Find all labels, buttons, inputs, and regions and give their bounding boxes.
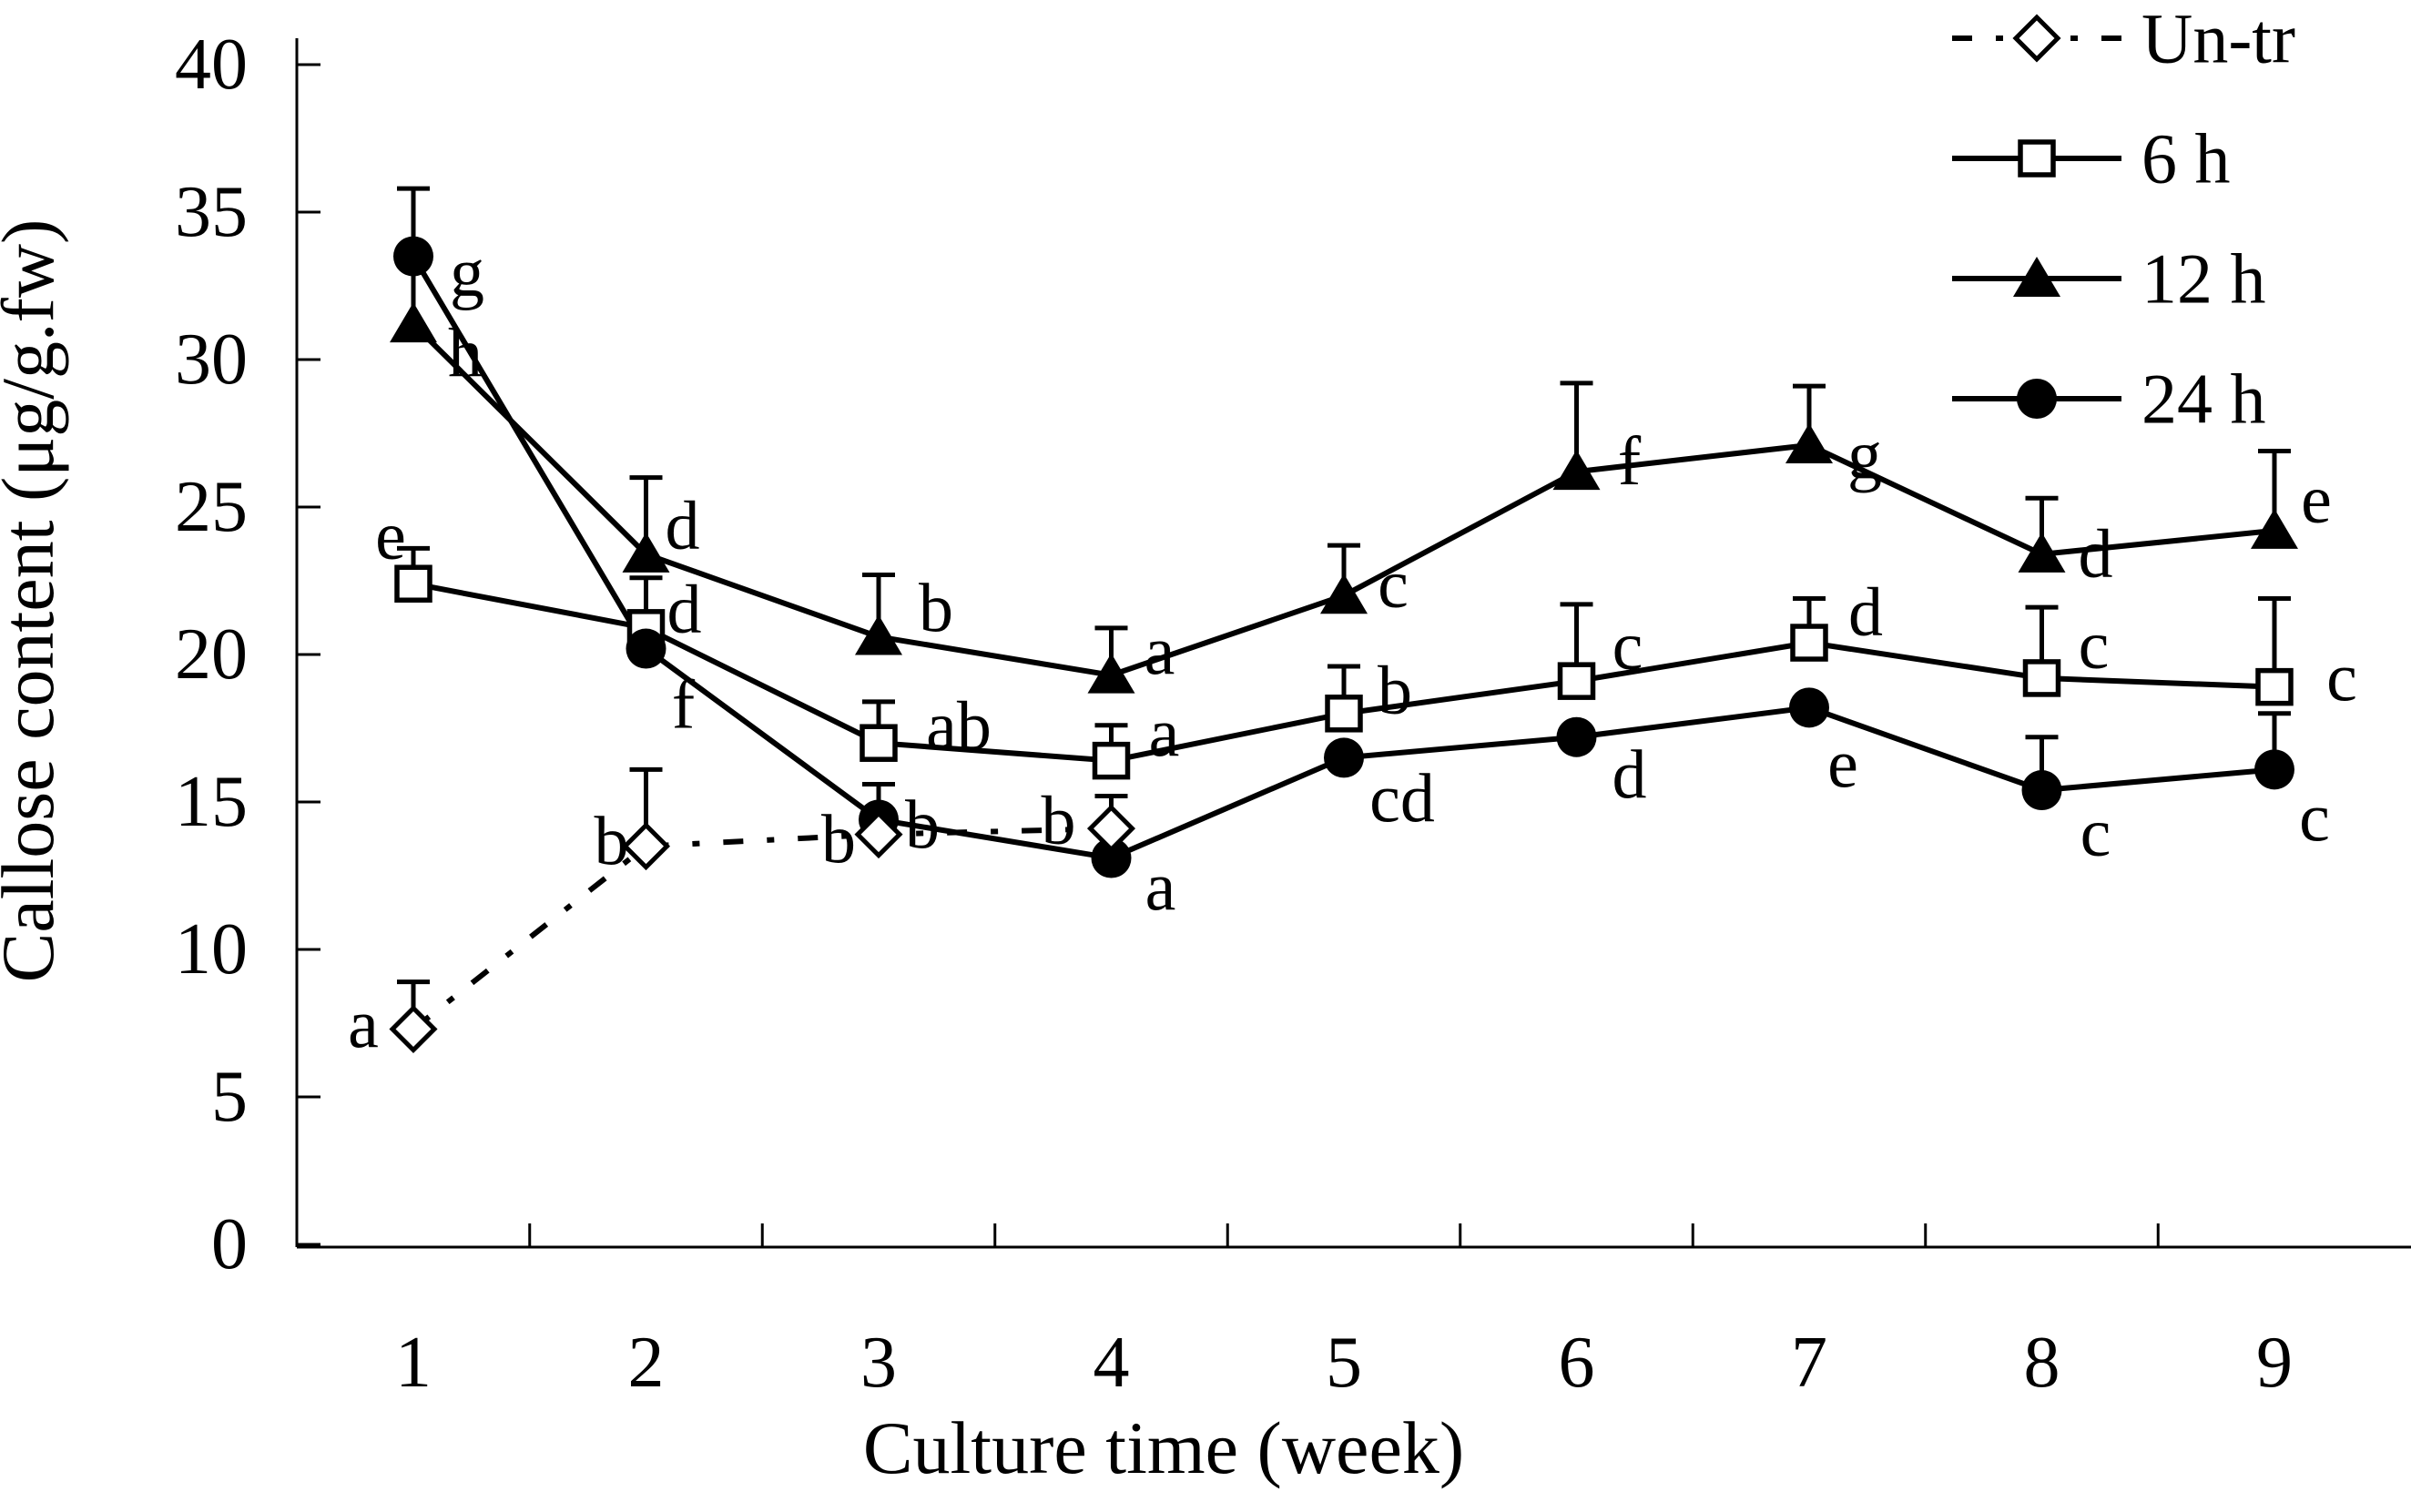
sig-label-6 h-week9: c bbox=[2326, 640, 2357, 716]
marker-6 h-week9 bbox=[2255, 667, 2294, 706]
y-tick-label: 15 bbox=[175, 762, 248, 842]
marker-6 h-week7 bbox=[1790, 624, 1828, 662]
legend-label-12 h: 12 h bbox=[2141, 239, 2266, 319]
sig-label-Un-tr-week4: b bbox=[1042, 783, 1076, 859]
marker-12 h-week5 bbox=[1320, 573, 1368, 614]
marker-12 h-week8 bbox=[2018, 532, 2066, 573]
sig-label-12 h-week6: f bbox=[1618, 423, 1642, 500]
sig-label-6 h-week6: c bbox=[1612, 608, 1643, 685]
marker-Un-tr-week3 bbox=[854, 810, 903, 859]
sig-label-6 h-week2: d bbox=[667, 572, 702, 648]
sig-label-6 h-week7: d bbox=[1848, 574, 1883, 651]
y-tick-label: 25 bbox=[175, 467, 248, 547]
x-tick-label: 2 bbox=[628, 1323, 665, 1403]
x-tick-label: 4 bbox=[1094, 1323, 1130, 1403]
sig-label-Un-tr-week3: b bbox=[905, 787, 940, 864]
y-tick-label: 0 bbox=[211, 1204, 248, 1284]
marker-6 h-week8 bbox=[2022, 659, 2061, 697]
sig-label-24 h-week1: g bbox=[450, 235, 484, 311]
x-tick-label: 5 bbox=[1326, 1323, 1362, 1403]
marker-24 h-week5 bbox=[1324, 737, 1364, 778]
marker-6 h-week1 bbox=[394, 564, 432, 603]
marker-24 h-week8 bbox=[2021, 770, 2062, 811]
sig-label-12 h-week4: a bbox=[1144, 614, 1175, 690]
x-axis-title: Culture time (week) bbox=[863, 1406, 1464, 1489]
sig-label-12 h-week7: g bbox=[1847, 417, 1882, 493]
x-tick-label: 3 bbox=[860, 1323, 897, 1403]
legend-marker-Un-tr bbox=[2012, 14, 2061, 63]
legend-marker-12 h bbox=[2013, 257, 2060, 297]
y-tick-label: 10 bbox=[175, 909, 248, 989]
sig-label-24 h-week9: c bbox=[2299, 779, 2330, 856]
sig-label-12 h-week2: d bbox=[666, 488, 700, 564]
legend-label-Un-tr: Un-tr bbox=[2141, 0, 2295, 78]
marker-24 h-week6 bbox=[1556, 716, 1597, 757]
legend-marker-24 h bbox=[2017, 379, 2057, 419]
sig-label-24 h-week7: e bbox=[1827, 726, 1858, 802]
sig-label-6 h-week4: a bbox=[1149, 695, 1180, 772]
sig-label-24 h-week5: cd bbox=[1369, 760, 1435, 837]
sig-label-6 h-week5: b bbox=[1378, 653, 1412, 729]
marker-Un-tr-week2 bbox=[621, 822, 671, 871]
marker-24 h-week2 bbox=[626, 628, 666, 669]
sig-label-12 h-week5: c bbox=[1378, 546, 1409, 623]
marker-24 h-week4 bbox=[1091, 837, 1132, 878]
marker-6 h-week6 bbox=[1557, 662, 1596, 700]
marker-12 h-week9 bbox=[2251, 508, 2298, 549]
marker-12 h-week1 bbox=[390, 302, 437, 343]
y-axis-title: Callose content (μg/g.fw) bbox=[0, 219, 69, 983]
marker-12 h-week2 bbox=[622, 532, 670, 573]
sig-label-12 h-week8: d bbox=[2079, 516, 2113, 593]
sig-label-24 h-week6: d bbox=[1612, 737, 1647, 814]
y-tick-label: 30 bbox=[175, 320, 248, 400]
marker-6 h-week5 bbox=[1325, 695, 1363, 733]
sig-label-12 h-week9: e bbox=[2301, 462, 2332, 538]
y-tick-label: 35 bbox=[175, 172, 248, 252]
x-tick-label: 8 bbox=[2024, 1323, 2060, 1403]
legend-marker-6 h bbox=[2018, 139, 2056, 178]
legend-label-6 h: 6 h bbox=[2141, 119, 2231, 198]
marker-12 h-week6 bbox=[1552, 450, 1601, 491]
y-tick-label: 5 bbox=[211, 1057, 248, 1137]
legend-label-24 h: 24 h bbox=[2141, 360, 2266, 439]
x-tick-label: 7 bbox=[1791, 1323, 1827, 1403]
marker-Un-tr-week1 bbox=[389, 1004, 438, 1054]
marker-6 h-week3 bbox=[860, 724, 898, 762]
y-tick-label: 20 bbox=[175, 614, 248, 695]
marker-6 h-week4 bbox=[1092, 741, 1131, 780]
x-tick-label: 1 bbox=[395, 1323, 432, 1403]
series-line-Un-tr bbox=[412, 826, 1112, 1031]
sig-label-24 h-week4: a bbox=[1145, 849, 1176, 926]
sig-label-6 h-week1: e bbox=[375, 498, 406, 574]
x-tick-label: 6 bbox=[1559, 1323, 1595, 1403]
sig-label-Un-tr-week2: b bbox=[595, 804, 629, 880]
marker-24 h-week1 bbox=[393, 236, 433, 277]
sig-label-6 h-week3: ab bbox=[926, 688, 992, 765]
marker-12 h-week7 bbox=[1785, 422, 1833, 463]
sig-label-12 h-week1: h bbox=[448, 315, 483, 391]
marker-24 h-week9 bbox=[2254, 749, 2294, 790]
sig-label-24 h-week2: f bbox=[672, 667, 696, 744]
sig-label-24 h-week3: b bbox=[821, 801, 856, 878]
marker-Un-tr-week4 bbox=[1086, 804, 1136, 853]
sig-label-24 h-week8: c bbox=[2080, 795, 2111, 871]
sig-label-6 h-week8: c bbox=[2079, 607, 2110, 684]
legend: Un-tr 6 h 12 h 24 h bbox=[1952, 0, 2295, 439]
marker-24 h-week7 bbox=[1789, 687, 1829, 728]
y-tick-label: 40 bbox=[175, 25, 248, 105]
marker-12 h-week4 bbox=[1087, 653, 1135, 694]
marker-12 h-week3 bbox=[855, 614, 902, 655]
x-tick-label: 9 bbox=[2256, 1323, 2293, 1403]
sig-label-Un-tr-week1: a bbox=[348, 986, 379, 1062]
sig-label-12 h-week3: b bbox=[919, 571, 953, 647]
